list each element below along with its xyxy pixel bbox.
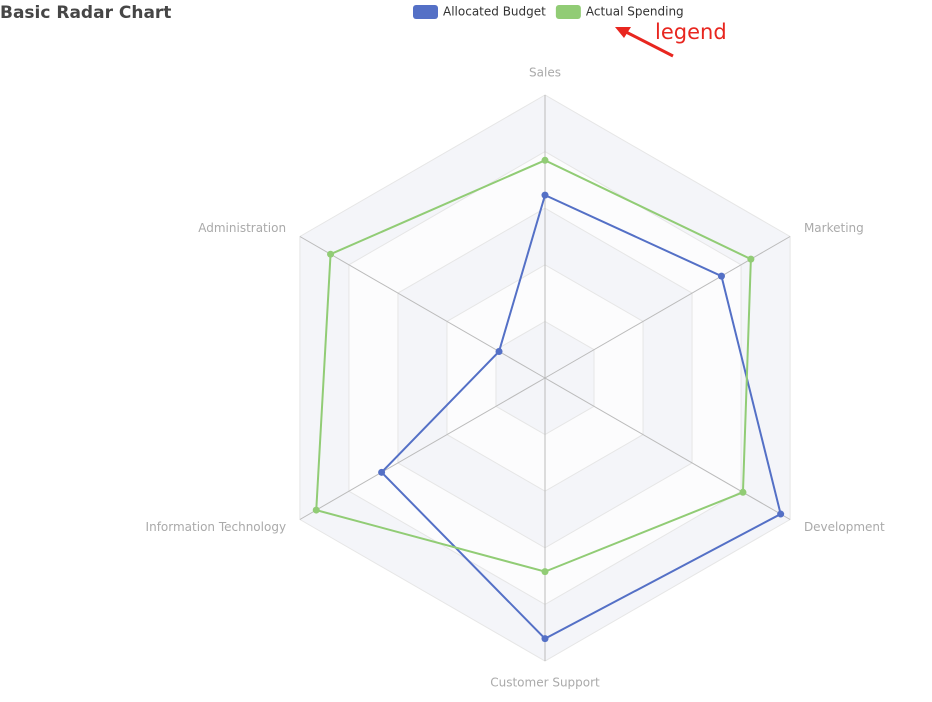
legend-swatch <box>413 5 438 19</box>
indicator-label: Development <box>804 520 885 534</box>
data-point <box>378 468 386 476</box>
axis-line <box>299 236 546 379</box>
data-point <box>739 488 747 496</box>
data-point <box>541 635 549 643</box>
legend-label: Actual Spending <box>586 5 684 19</box>
data-point <box>541 191 549 199</box>
legend-swatch <box>555 5 581 19</box>
annotation-arrowhead <box>615 27 631 38</box>
data-point <box>312 506 320 514</box>
data-point <box>495 347 503 355</box>
axis-line <box>299 377 546 520</box>
data-point <box>541 568 549 576</box>
data-point <box>777 510 785 518</box>
data-point <box>747 255 755 263</box>
chart-title: Basic Radar Chart <box>0 3 171 23</box>
axis-line <box>544 377 791 520</box>
data-point <box>541 156 549 164</box>
data-point <box>717 272 725 280</box>
indicator-label: Marketing <box>804 221 864 235</box>
legend: Allocated Budget Actual Spending <box>413 5 684 19</box>
legend-label: Allocated Budget <box>443 5 546 19</box>
indicator-label: Sales <box>529 66 561 80</box>
indicator-label: Information Technology <box>146 520 287 534</box>
data-point <box>327 250 335 258</box>
indicator-label: Administration <box>198 221 286 235</box>
indicator-label: Customer Support <box>490 676 600 690</box>
annotation: legend <box>655 20 727 44</box>
radar-grid <box>299 94 791 662</box>
annotation-arrow <box>625 30 674 58</box>
